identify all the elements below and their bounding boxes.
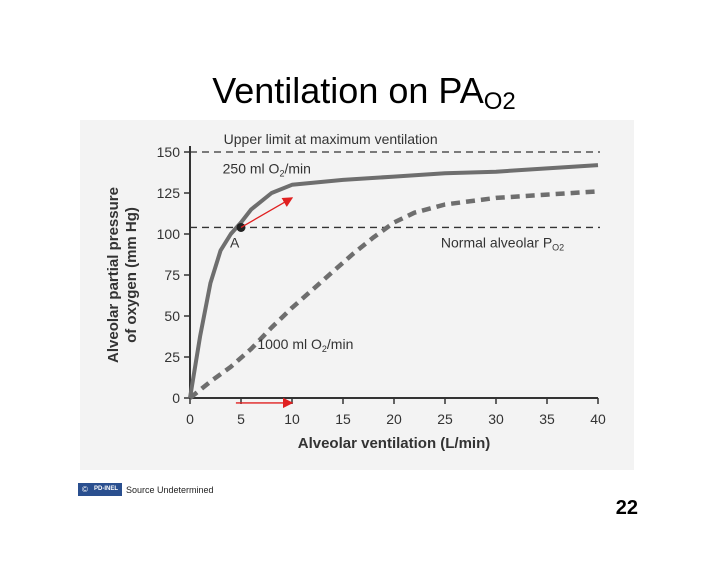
y-tick-label: 100: [157, 226, 181, 242]
license-icon: ©: [79, 484, 91, 495]
x-tick-label: 20: [386, 411, 402, 427]
y-tick-label: 125: [157, 185, 181, 201]
license-label: PD-INEL: [91, 484, 121, 495]
x-tick-label: 10: [284, 411, 300, 427]
annotation-arrow-1: [240, 197, 294, 229]
y-tick-label: 150: [157, 144, 181, 160]
license-badge: © PD-INEL: [78, 483, 122, 496]
x-tick-label: 5: [237, 411, 245, 427]
chart-figure: 0 25 50 75 100 125 150 0 5 10 15 20 25 30 35 40 Alveolar…: [80, 120, 634, 470]
series-label-2: 1000 ml O2/min: [257, 336, 353, 354]
series-label-1: 250 ml O2/min: [223, 160, 311, 178]
slide-title: Ventilation on PAO2: [0, 70, 728, 118]
y-axis-label-line1: Alveolar partial pressure: [105, 187, 122, 363]
y-tick-label: 50: [164, 308, 180, 324]
slide-title-subscript: O2: [483, 88, 516, 116]
slide-title-main: Ventilation on PA: [212, 70, 484, 111]
chart-svg: 0 25 50 75 100 125 150 0 5 10 15 20 25 30 35 40 Alveolar…: [105, 131, 606, 452]
credit-text: Source Undetermined: [126, 484, 214, 495]
x-tick-label: 15: [335, 411, 351, 427]
page-number: 22: [615, 497, 638, 519]
x-tick-label: 40: [590, 411, 606, 427]
series-line-1: [188, 163, 599, 399]
x-tick-label: 0: [186, 411, 194, 427]
series-line-2: [188, 189, 599, 400]
y-tick-label: 25: [164, 349, 180, 365]
source-credit: © PD-INEL Source Undetermined: [78, 483, 214, 496]
y-tick-label: 75: [164, 267, 180, 283]
reference-label-upper: Upper limit at maximum ventilation: [224, 131, 438, 147]
x-tick-label: 25: [437, 411, 453, 427]
y-tick-label: 0: [172, 390, 180, 406]
x-axis-label: Alveolar ventilation (L/min): [298, 435, 491, 452]
point-a-label: A: [230, 234, 240, 250]
x-tick-label: 30: [488, 411, 504, 427]
x-tick-label: 35: [539, 411, 555, 427]
reference-label-normal: Normal alveolar PO2: [441, 234, 564, 252]
y-axis-label-line2: of oxygen (mm Hg): [123, 207, 140, 343]
